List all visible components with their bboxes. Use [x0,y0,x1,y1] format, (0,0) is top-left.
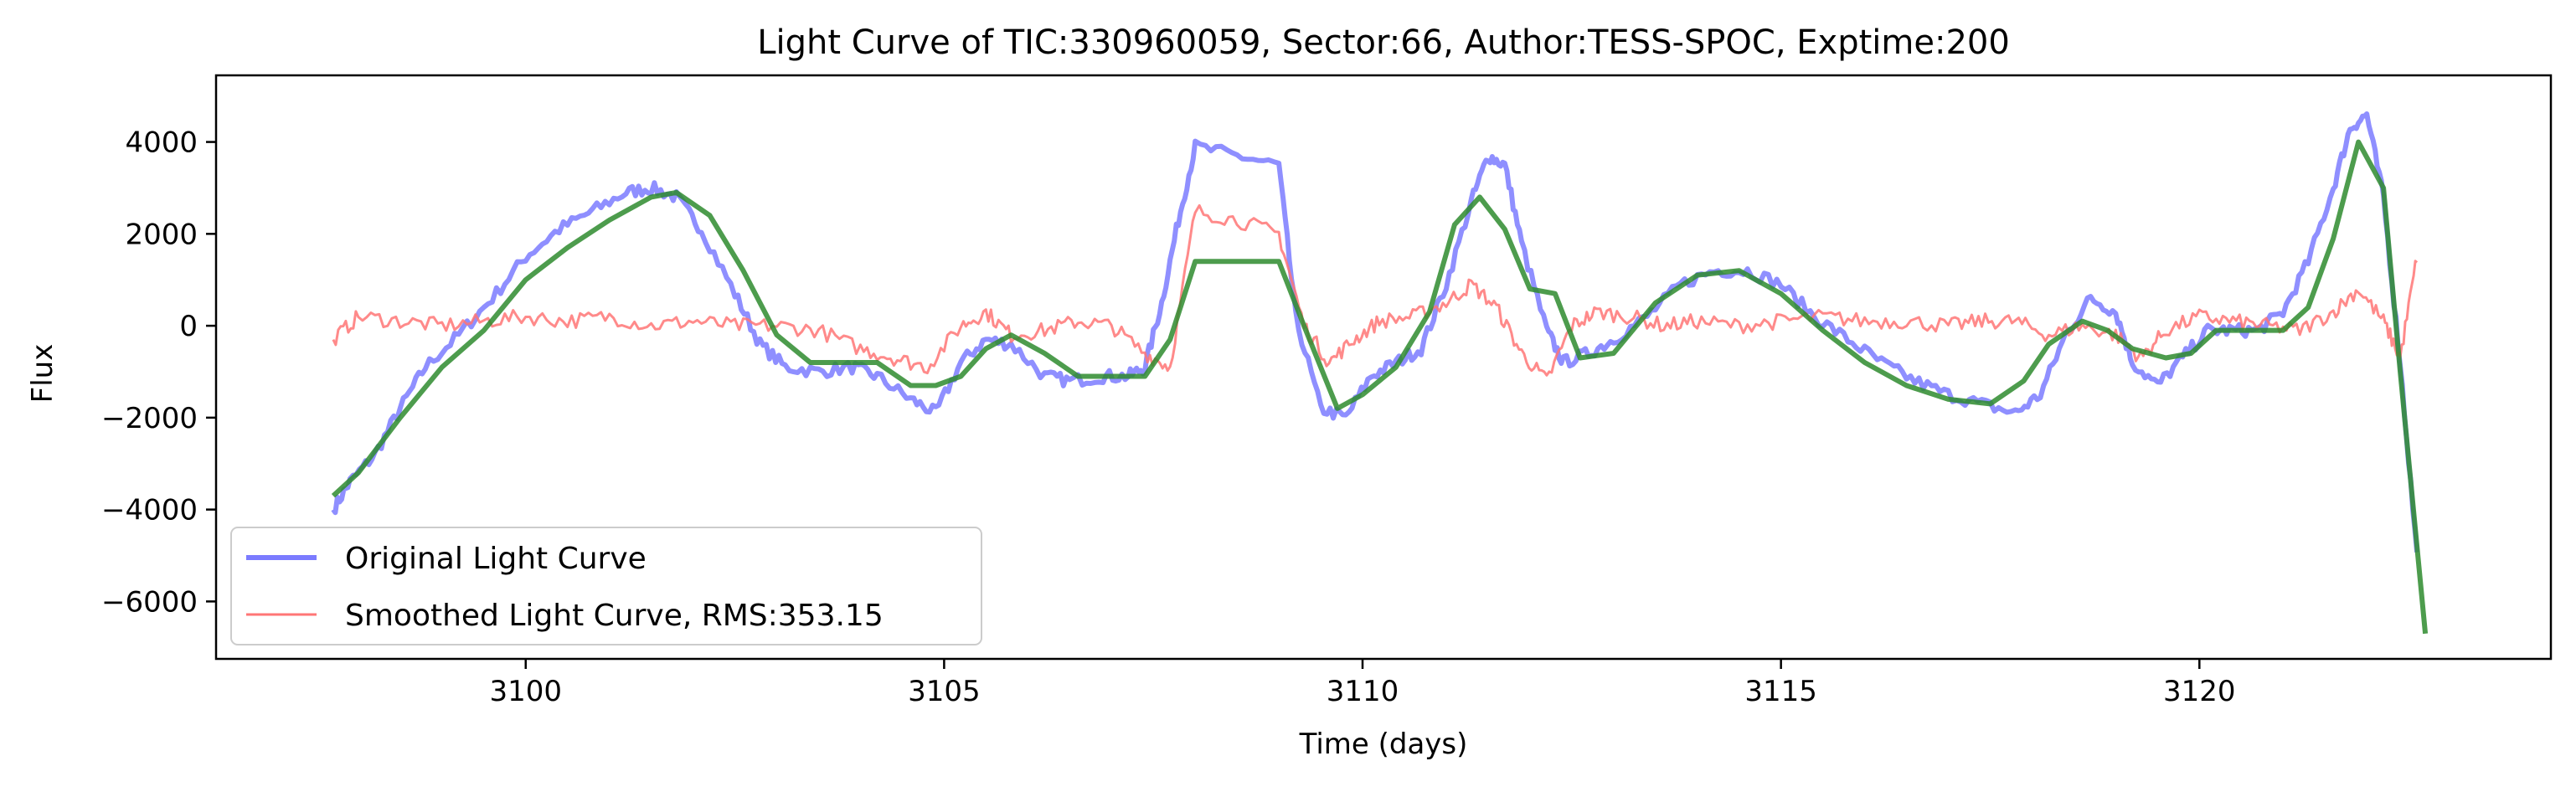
plot-frame [214,74,2553,661]
y-tick-label: 0 [179,310,198,343]
x-tick-label: 3115 [1744,675,1817,708]
x-tick-label: 3120 [2163,675,2236,708]
legend-label: Original Light Curve [345,542,647,576]
series-layer [331,111,2429,635]
x-tick-label: 3110 [1327,675,1399,708]
axes-layer: 3100 3105 3110 3115 3120 −6000 −4000 −2000 0 2000… [101,74,2553,708]
y-tick-label: 4000 [125,126,198,160]
chart-title: Light Curve of TIC:330960059, Sector:66,… [757,23,2010,62]
y-tick-label: 2000 [125,218,198,251]
y-tick-label: −4000 [101,494,198,527]
y-tick-label: −2000 [101,402,198,435]
legend-box [230,527,982,645]
x-tick-label: 3105 [908,675,981,708]
trend-curve [331,139,2429,635]
x-axis-label: Time (days) [1299,728,1468,761]
x-tick-label: 3100 [489,675,562,708]
y-tick-label: −6000 [101,585,198,619]
legend-label: Smoothed Light Curve, RMS:353.15 [345,599,884,633]
y-axis-label: Flux [26,344,59,404]
legend: Original Light Curve Smoothed Light Curve… [230,527,982,645]
